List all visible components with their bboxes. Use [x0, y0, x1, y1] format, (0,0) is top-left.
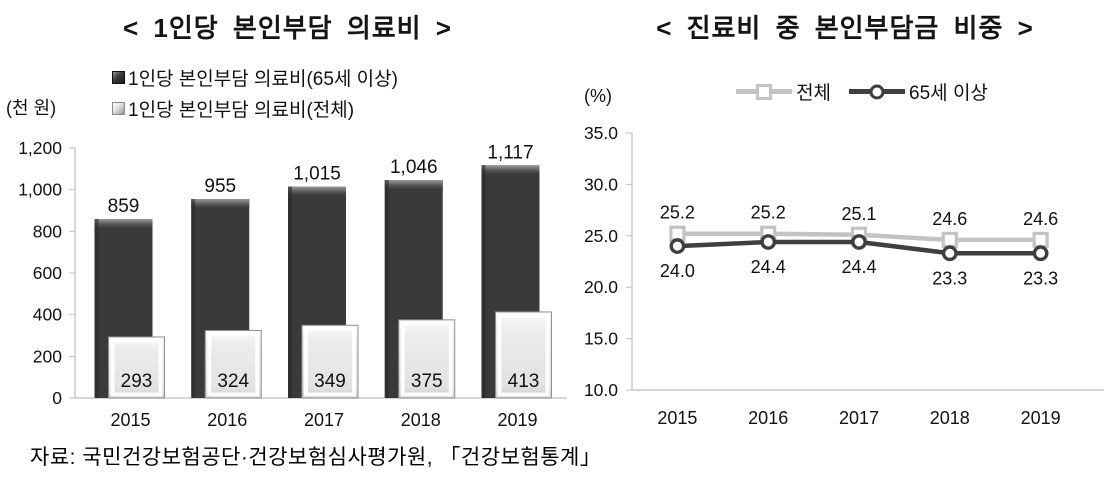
right-y-unit-label: (%) — [584, 86, 612, 106]
bar-value-label-65plus: 955 — [204, 176, 236, 197]
light-line-swatch-icon — [736, 83, 793, 100]
y-tick-label: 800 — [33, 221, 62, 241]
point-value-label: 23.3 — [932, 268, 967, 288]
bar-value-label-65plus: 1,117 — [487, 142, 533, 163]
x-category-label: 2018 — [401, 410, 441, 430]
legend-label-65plus-line: 65세 이상 — [909, 83, 988, 104]
point-value-label: 25.2 — [751, 203, 786, 223]
bar-65plus-cap — [481, 165, 540, 175]
point-value-label: 23.3 — [1023, 268, 1058, 288]
right-chart-title: < 진료비 중 본인부담금 비중 > — [656, 13, 1034, 43]
line-marker-circle — [669, 238, 686, 254]
x-category-label: 2017 — [304, 410, 344, 430]
line-marker-square — [1032, 231, 1049, 249]
x-category-label: 2016 — [748, 408, 788, 428]
dark-line-swatch-icon — [849, 84, 906, 99]
bar-65plus-edge — [94, 219, 99, 398]
y-tick-label: 400 — [33, 305, 62, 325]
x-category-label: 2019 — [497, 410, 537, 430]
right-chart-legend: 전체 65세 이상 — [632, 78, 1092, 105]
line-marker-circle — [941, 245, 958, 262]
y-tick-label: 1,200 — [18, 138, 62, 158]
circle-marker-icon — [869, 84, 885, 99]
line-marker-circle — [760, 234, 777, 250]
left-chart-legend: 1인당 본인부담 의료비(65세 이상) 1인당 본인부담 의료비(전체) — [112, 62, 398, 124]
legend-row-65plus: 1인당 본인부담 의료비(65세 이상) — [112, 62, 398, 93]
source-note: 자료: 국민건강보험공단·건강보험심사평가원, 「건강보험통계」 — [30, 446, 602, 469]
legend-row-total: 1인당 본인부담 의료비(전체) — [112, 93, 398, 124]
bar-value-label-total: 293 — [121, 371, 153, 392]
bar-65plus-cap — [94, 219, 153, 229]
bar-total — [398, 319, 456, 399]
line-marker-square — [941, 231, 958, 249]
bar-total — [204, 330, 262, 399]
point-value-label: 24.0 — [660, 261, 695, 281]
x-category-label: 2016 — [207, 410, 247, 430]
x-category-label: 2017 — [839, 408, 879, 428]
y-tick-label: 25.0 — [584, 226, 618, 246]
dark-bar-swatch-icon — [112, 71, 125, 84]
bar-total — [108, 336, 165, 399]
x-category-label: 2015 — [110, 410, 150, 430]
left-y-unit-label: (천 원) — [6, 98, 57, 118]
bar-value-label-65plus: 859 — [108, 196, 140, 217]
bar-total-bevel — [207, 332, 260, 397]
bar-value-label-total: 375 — [411, 371, 443, 392]
left-chart-title: < 1인당 본인부담 의료비 > — [122, 13, 452, 43]
bar-65plus-cap — [288, 186, 346, 196]
legend-item-65plus: 65세 이상 — [849, 78, 988, 105]
point-value-label: 24.4 — [841, 257, 876, 277]
bar-65plus-edge — [384, 180, 389, 398]
y-tick-label: 10.0 — [584, 380, 618, 400]
bar-total-bevel — [497, 313, 550, 397]
bar-value-label-total: 413 — [508, 371, 540, 392]
bar-value-label-total: 324 — [217, 371, 249, 392]
point-value-label: 25.1 — [841, 204, 876, 224]
bar-65plus-cap — [191, 199, 250, 209]
bar-total-bevel — [110, 338, 163, 397]
point-value-label: 24.6 — [932, 209, 967, 229]
y-tick-label: 200 — [33, 346, 62, 366]
bar-65plus-edge — [481, 165, 486, 398]
bar-total-bevel — [304, 326, 356, 397]
x-category-label: 2015 — [657, 408, 697, 428]
point-value-label: 24.6 — [1023, 209, 1058, 229]
legend-item-total: 전체 — [736, 78, 831, 105]
y-tick-label: 600 — [33, 263, 62, 283]
legend-label-total-line: 전체 — [796, 83, 832, 104]
y-tick-label: 0 — [52, 388, 62, 408]
legend-label-65plus: 1인당 본인부담 의료비(65세 이상) — [128, 69, 398, 90]
point-value-label: 24.4 — [751, 257, 786, 277]
bar-value-label-65plus: 1,046 — [390, 157, 438, 178]
square-marker-icon — [756, 83, 773, 100]
legend-label-total: 1인당 본인부담 의료비(전체) — [128, 100, 355, 121]
y-tick-label: 15.0 — [584, 329, 618, 349]
bar-total — [495, 311, 552, 399]
line-marker-circle — [851, 234, 867, 250]
y-tick-label: 20.0 — [584, 277, 618, 297]
bar-65plus-cap — [384, 180, 443, 190]
x-category-label: 2019 — [1021, 408, 1061, 428]
bar-value-label-total: 349 — [314, 371, 346, 392]
bar-value-label-65plus: 1,015 — [293, 164, 341, 185]
light-bar-swatch-icon — [112, 102, 125, 115]
y-tick-label: 35.0 — [584, 123, 618, 143]
point-value-label: 25.2 — [660, 203, 695, 223]
bar-65plus-edge — [191, 199, 196, 398]
bar-total-bevel — [400, 321, 453, 397]
bar-total — [301, 324, 359, 399]
y-tick-label: 30.0 — [584, 174, 618, 194]
y-tick-label: 1,000 — [18, 180, 62, 200]
x-category-label: 2018 — [930, 408, 970, 428]
bar-65plus-edge — [288, 186, 292, 398]
line-marker-circle — [1032, 245, 1049, 262]
